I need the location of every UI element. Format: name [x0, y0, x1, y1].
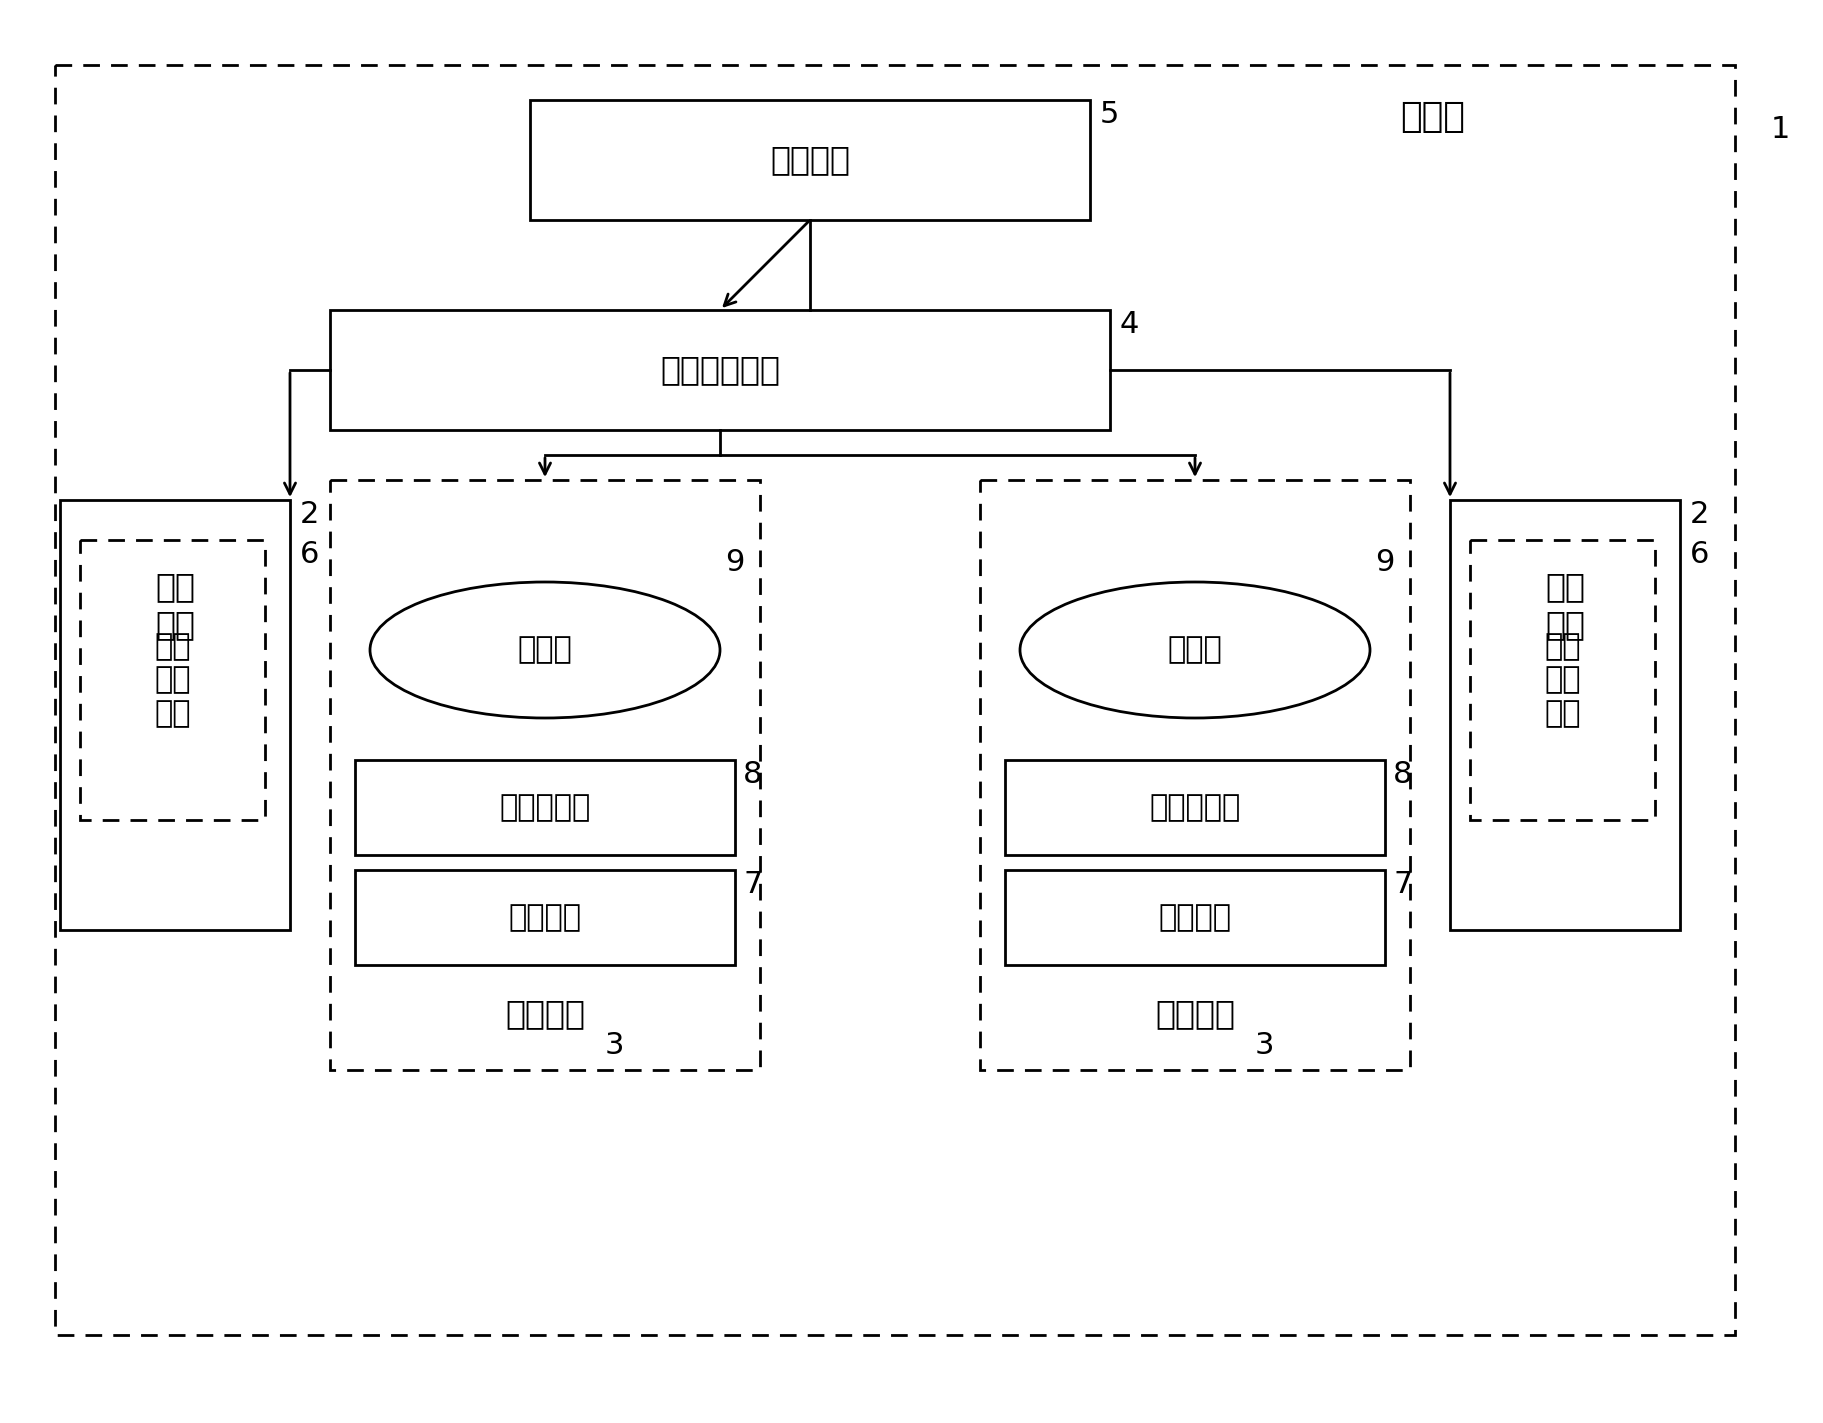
Text: 控制器: 控制器: [1400, 100, 1466, 134]
Text: 接收单元: 接收单元: [1156, 998, 1234, 1030]
Text: 红外
线激
发器: 红外 线激 发器: [1544, 632, 1581, 729]
Text: 6: 6: [301, 539, 319, 569]
Text: 2: 2: [1690, 499, 1710, 529]
Text: 输出单元: 输出单元: [769, 144, 850, 176]
Bar: [1449, 499, 1681, 931]
Bar: [80, 539, 264, 820]
Text: 8: 8: [1393, 760, 1413, 788]
Bar: [330, 310, 1110, 430]
Text: 发射
单元: 发射 单元: [1546, 571, 1584, 642]
Text: 9: 9: [726, 548, 744, 576]
Text: 控制处理单元: 控制处理单元: [660, 353, 780, 387]
Text: 5: 5: [1099, 100, 1119, 129]
Text: 滤光片: 滤光片: [1167, 636, 1223, 665]
Text: 7: 7: [744, 869, 762, 899]
Text: 8: 8: [744, 760, 762, 788]
Bar: [355, 869, 735, 965]
Bar: [981, 480, 1409, 1070]
Bar: [1004, 760, 1385, 855]
Text: 带小孔隔板: 带小孔隔板: [500, 793, 591, 822]
Bar: [1469, 539, 1655, 820]
Text: 滤光片: 滤光片: [518, 636, 572, 665]
Text: 4: 4: [1119, 310, 1139, 339]
Bar: [530, 100, 1090, 221]
Text: 9: 9: [1375, 548, 1395, 576]
Text: 2: 2: [301, 499, 319, 529]
Bar: [60, 499, 290, 931]
Ellipse shape: [1021, 582, 1371, 719]
Text: 3: 3: [605, 1032, 625, 1060]
Ellipse shape: [370, 582, 720, 719]
Text: 3: 3: [1254, 1032, 1274, 1060]
Text: 发射
单元: 发射 单元: [155, 571, 195, 642]
Text: 红外
线激
发器: 红外 线激 发器: [155, 632, 191, 729]
Bar: [355, 760, 735, 855]
Bar: [330, 480, 760, 1070]
Text: 光接收器: 光接收器: [509, 904, 582, 932]
Bar: [55, 65, 1735, 1335]
Text: 7: 7: [1393, 869, 1413, 899]
Text: 6: 6: [1690, 539, 1710, 569]
Text: 1: 1: [1770, 115, 1790, 144]
Text: 带小孔隔板: 带小孔隔板: [1148, 793, 1241, 822]
Bar: [1004, 869, 1385, 965]
Text: 接收单元: 接收单元: [505, 998, 585, 1030]
Text: 光接收器: 光接收器: [1158, 904, 1232, 932]
